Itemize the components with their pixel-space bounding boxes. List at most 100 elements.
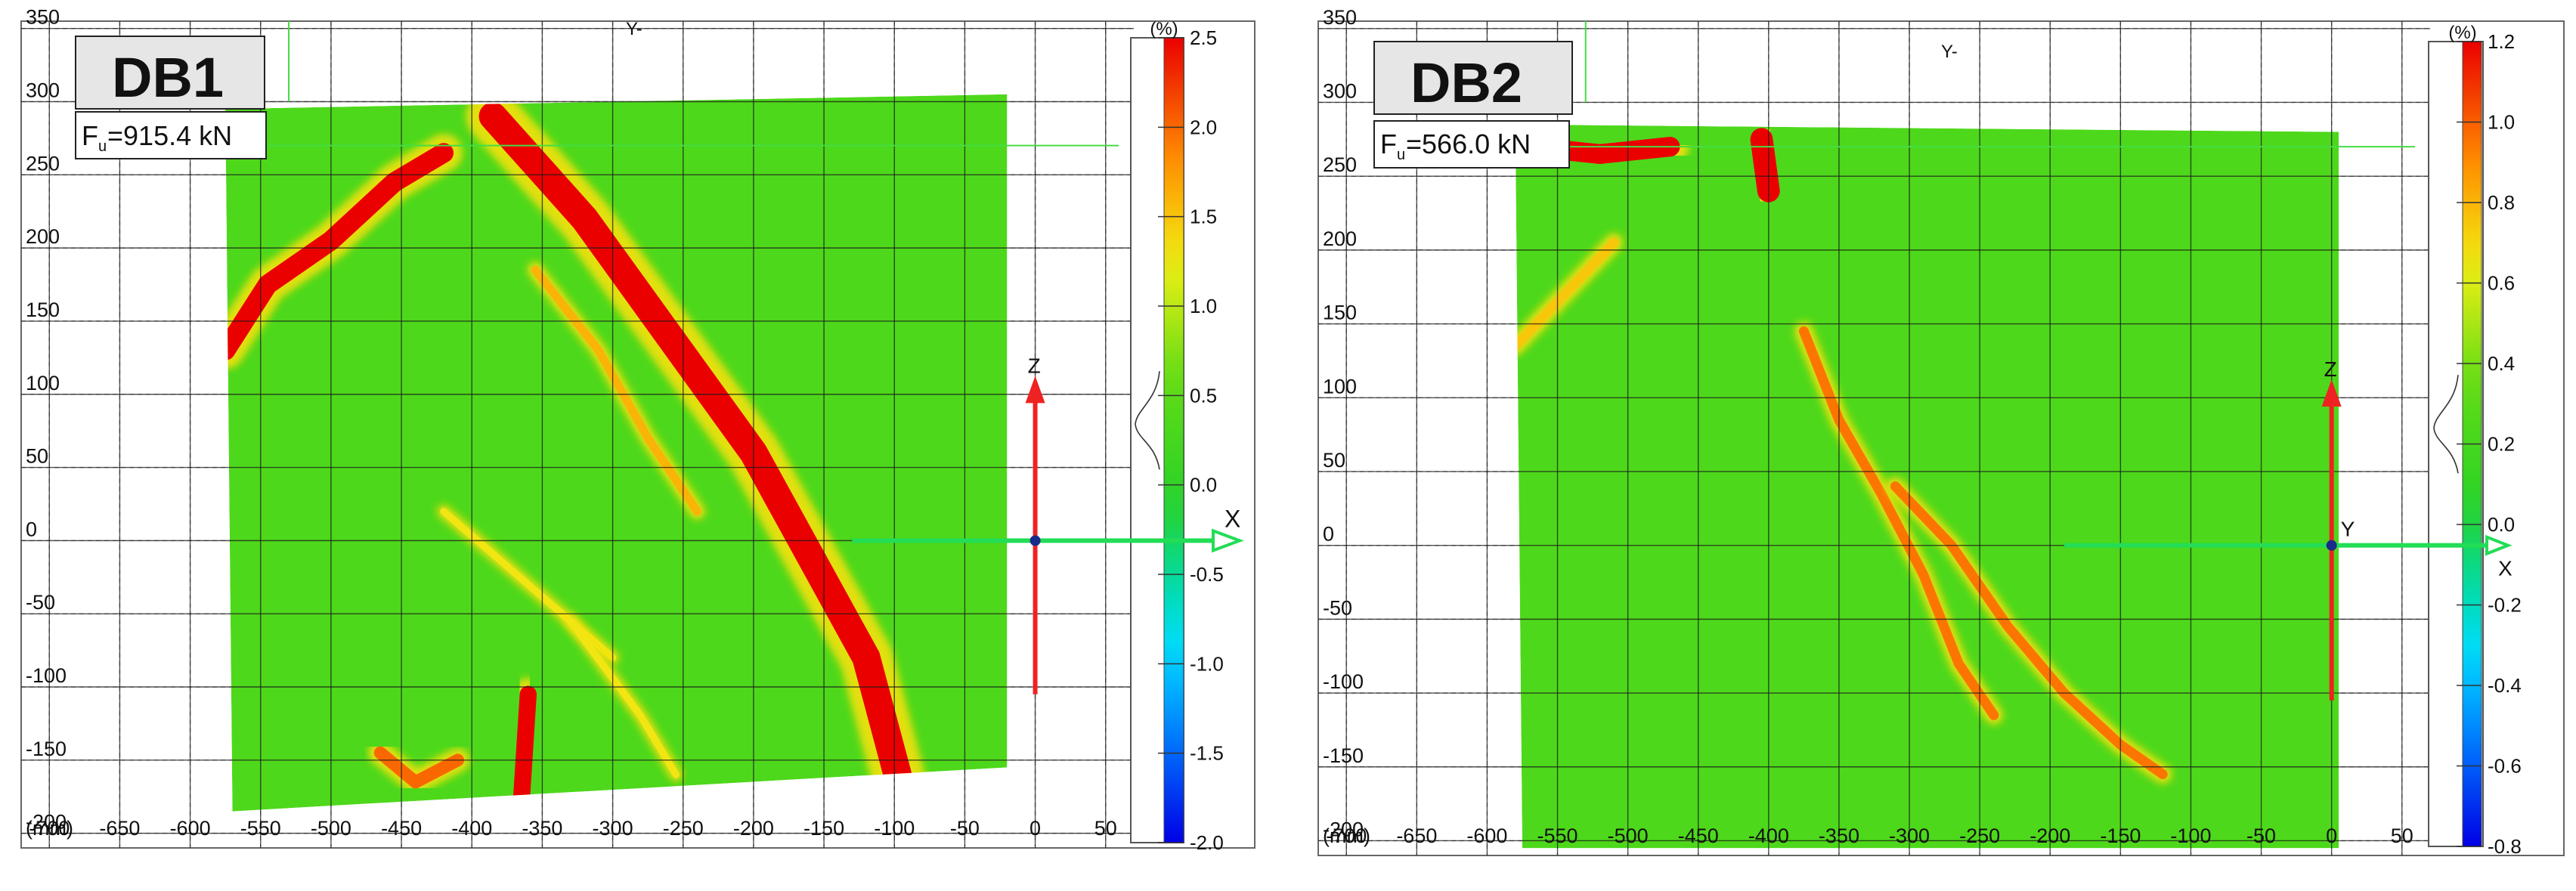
x-tick-label: -200 [2030, 824, 2070, 847]
colorbar-tick-label: 0.2 [2488, 433, 2515, 456]
y-axis-marker: Y- [626, 19, 642, 39]
y-tick-label: 100 [26, 372, 60, 394]
colorbar-tick-label: -0.2 [2488, 594, 2522, 617]
crack-band [1750, 128, 1780, 203]
title-box [1373, 41, 1573, 115]
colorbar-tick-label: 0.5 [1190, 384, 1217, 407]
crack-band [1890, 481, 2168, 779]
x-tick-label: -150 [803, 817, 844, 840]
x-tick-label: 50 [2391, 824, 2413, 847]
x-tick-label: -350 [1819, 824, 1859, 847]
y-tick-label: 200 [26, 225, 60, 248]
colorbar-ticks: 2.5 2.0 1.5 1.0 0.5 0.0 -0.5 -1.0 -1.5 -2.0 [1158, 26, 1224, 854]
colorbar [1163, 37, 1184, 843]
crack-band [1798, 326, 1999, 720]
x-tick-label: -300 [1889, 824, 1930, 847]
x-tick-label: -100 [2170, 824, 2211, 847]
y-tick-label: -100 [1323, 670, 1364, 693]
x-tick-label: 0 [1029, 817, 1041, 840]
colorbar-tick-label: 1.0 [1190, 295, 1217, 317]
load-subscript: u [98, 138, 107, 155]
x-tick-label: -650 [1396, 824, 1437, 847]
origin-marker [1029, 535, 1041, 546]
load-box [75, 111, 267, 159]
grid-overlay [1318, 21, 2430, 855]
y-tick-labels: 350 300 250 200 150 100 50 0 -50 -100 -150 -200 [1323, 6, 1364, 841]
x-tick-label: -400 [1748, 824, 1789, 847]
colorbar-tick-label: -1.5 [1190, 742, 1224, 765]
x-tick-label: -700 [29, 817, 70, 840]
x-tick-label: -450 [381, 817, 422, 840]
x-tick-label: -600 [170, 817, 211, 840]
x-tick-label: -50 [950, 817, 980, 840]
y-tick-label: 350 [1323, 6, 1357, 29]
unit-label: (mm) [26, 817, 73, 840]
y-origin-label: Y [2341, 518, 2355, 541]
colorbar-tick-label: -0.4 [2488, 674, 2522, 697]
x-tick-label: -450 [1678, 824, 1719, 847]
x-tick-labels: -700 -650 -600 -550 -500 -450 -400 -350 -300 -250… [1326, 824, 2413, 847]
load-symbol: F [1380, 128, 1397, 159]
x-tick-label: -200 [733, 817, 774, 840]
y-tick-labels: 350 300 250 200 150 100 50 0 -50 -100 -150 -200 [26, 6, 67, 834]
colorbar-tick-label: -2.0 [1190, 831, 1224, 854]
z-arrow-head [2321, 379, 2342, 407]
x-tick-label: 0 [2326, 824, 2337, 847]
colorbar-unit: (%) [1150, 19, 1178, 39]
strain-histogram [1135, 371, 1160, 470]
field-base [225, 94, 1008, 812]
x-arrow-head [2485, 534, 2513, 556]
x-arrow-head [1212, 528, 1244, 553]
load-subscript: u [1397, 147, 1405, 163]
load-value: =915.4 kN [107, 120, 232, 151]
panel-db2: 350 300 250 200 150 100 50 0 -50 -100 -150 -200 -70… [1317, 6, 2565, 858]
colorbar-tick-label: 0.0 [1190, 474, 1217, 497]
x-tick-label: -150 [2100, 824, 2141, 847]
x-tick-label: -250 [663, 817, 704, 840]
colorbar-tick-label: 0.8 [2488, 191, 2515, 214]
y-tick-label: 200 [1323, 227, 1357, 250]
specimen-title: DB1 [112, 46, 224, 109]
x-tick-label: -600 [1466, 824, 1507, 847]
x-tick-label: -650 [99, 817, 140, 840]
x-tick-label: 50 [1094, 817, 1117, 840]
colorbar-ticks: 1.2 1.0 0.8 0.6 0.4 0.2 0.0 -0.2 -0.4 -0.6 -0.8 [2457, 30, 2522, 858]
x-tick-label: -100 [874, 817, 915, 840]
y-tick-label: 250 [26, 152, 60, 175]
colorbar-tick-label: 0.6 [2488, 272, 2515, 295]
colorbar-tick-label: 1.5 [1190, 206, 1217, 228]
colorbar-tick-label: 1.0 [2488, 111, 2515, 134]
crack-band [567, 617, 680, 778]
z-axis-label: Z [1028, 354, 1041, 377]
y-tick-label: -150 [1323, 744, 1364, 767]
crack-band [512, 685, 537, 812]
crack-band [1515, 237, 1619, 351]
y-tick-label: -200 [26, 811, 67, 834]
crack-band [373, 746, 464, 789]
load-value: =566.0 kN [1406, 128, 1531, 159]
specimen-title: DB2 [1410, 51, 1522, 114]
y-tick-label: -200 [1323, 818, 1364, 840]
title-box [75, 36, 265, 110]
y-tick-label: 0 [26, 518, 37, 540]
z-arrow-head [1025, 376, 1045, 404]
y-tick-label: 300 [1323, 79, 1357, 102]
unit-label: (mm) [1323, 824, 1370, 847]
load-box [1373, 120, 1570, 169]
colorbar-tick-label: -0.8 [2488, 835, 2522, 858]
y-tick-label: 350 [26, 6, 60, 29]
y-tick-label: 50 [26, 445, 48, 468]
x-axis-label: X [2498, 557, 2513, 580]
load-symbol: F [82, 120, 98, 151]
y-tick-label: -100 [26, 664, 67, 687]
colorbar-tick-label: 0.0 [2488, 513, 2515, 536]
y-tick-label: -150 [26, 738, 67, 760]
colorbar-unit: (%) [2448, 23, 2476, 43]
y-tick-label: 250 [1323, 153, 1357, 176]
y-tick-label: 0 [1323, 523, 1334, 546]
colorbar-tick-label: 0.4 [2488, 352, 2515, 375]
strain-field [1515, 124, 2339, 849]
colorbar-tick-label: 2.0 [1190, 116, 1217, 138]
x-tick-labels: -700 -650 -600 -550 -500 -450 -400 -350 -300 -250… [29, 817, 1117, 840]
